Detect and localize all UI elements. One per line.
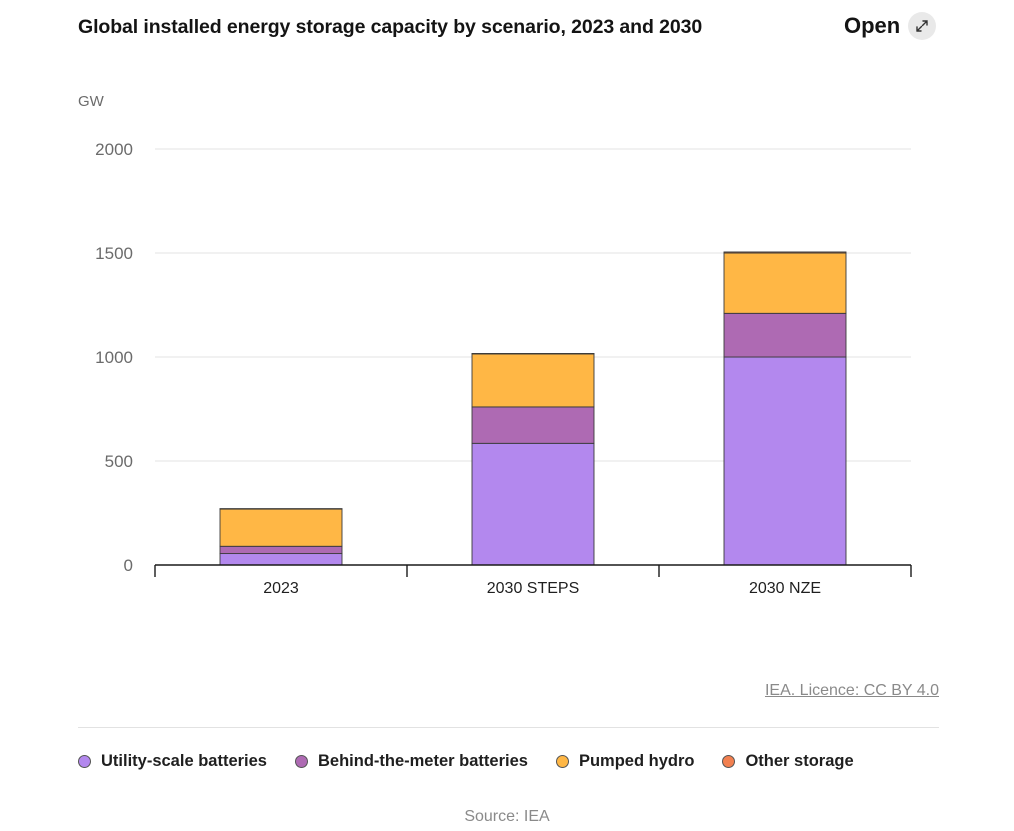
chart-title: Global installed energy storage capacity…	[78, 16, 703, 38]
licence-link[interactable]: IEA. Licence: CC BY 4.0	[764, 682, 939, 699]
legend-label: Pumped hydro	[578, 752, 695, 770]
legend-swatch	[722, 755, 736, 768]
bar-segment[interactable]	[219, 508, 343, 510]
bars	[219, 251, 847, 566]
open-button[interactable]: Open	[844, 12, 937, 40]
x-tick-label: 2023	[263, 580, 299, 597]
stacked-bar-chart: GW 0 500 1000 1500 2000 2023 2030 STEPS 2030 N…	[78, 93, 912, 597]
legend-swatch	[294, 755, 308, 768]
open-label: Open	[844, 13, 901, 38]
legend-item[interactable]: Other storage	[722, 752, 854, 771]
bar-segment[interactable]	[471, 353, 595, 408]
expand-icon[interactable]	[908, 12, 937, 40]
x-axis: 2023 2030 STEPS 2030 NZE	[154, 564, 912, 597]
y-tick-label: 500	[105, 452, 133, 471]
legend: Utility-scale batteries Behind-the-meter …	[78, 752, 854, 771]
y-tick-label: 0	[124, 556, 133, 575]
bar-segment[interactable]	[723, 251, 847, 254]
legend-item[interactable]: Pumped hydro	[555, 752, 695, 771]
x-tick-label: 2030 STEPS	[487, 580, 580, 597]
legend-swatch	[78, 755, 91, 768]
legend-label: Behind-the-meter batteries	[317, 752, 528, 770]
y-tick-label: 1500	[95, 244, 133, 263]
bar-segment[interactable]	[471, 406, 595, 444]
divider	[78, 727, 939, 728]
source-note: Source: IEA	[464, 808, 550, 825]
y-tick-label: 2000	[95, 140, 133, 159]
bar-segment[interactable]	[219, 508, 343, 547]
legend-swatch	[555, 755, 569, 768]
bar-segment[interactable]	[723, 252, 847, 314]
legend-item[interactable]: Behind-the-meter batteries	[294, 752, 528, 771]
bar-segment[interactable]	[219, 553, 343, 566]
bar-segment[interactable]	[471, 353, 595, 355]
legend-label: Other storage	[745, 752, 854, 770]
x-tick-label: 2030 NZE	[749, 580, 821, 597]
legend-label: Utility-scale batteries	[101, 752, 267, 770]
legend-item[interactable]: Utility-scale batteries	[78, 752, 267, 771]
y-axis-unit: GW	[78, 93, 105, 110]
bar-segment[interactable]	[723, 312, 847, 358]
y-axis-ticks: 0 500 1000 1500 2000	[95, 140, 133, 575]
bar-segment[interactable]	[471, 442, 595, 566]
y-tick-label: 1000	[95, 348, 133, 367]
bar-segment[interactable]	[219, 545, 343, 555]
bar-segment[interactable]	[723, 356, 847, 566]
